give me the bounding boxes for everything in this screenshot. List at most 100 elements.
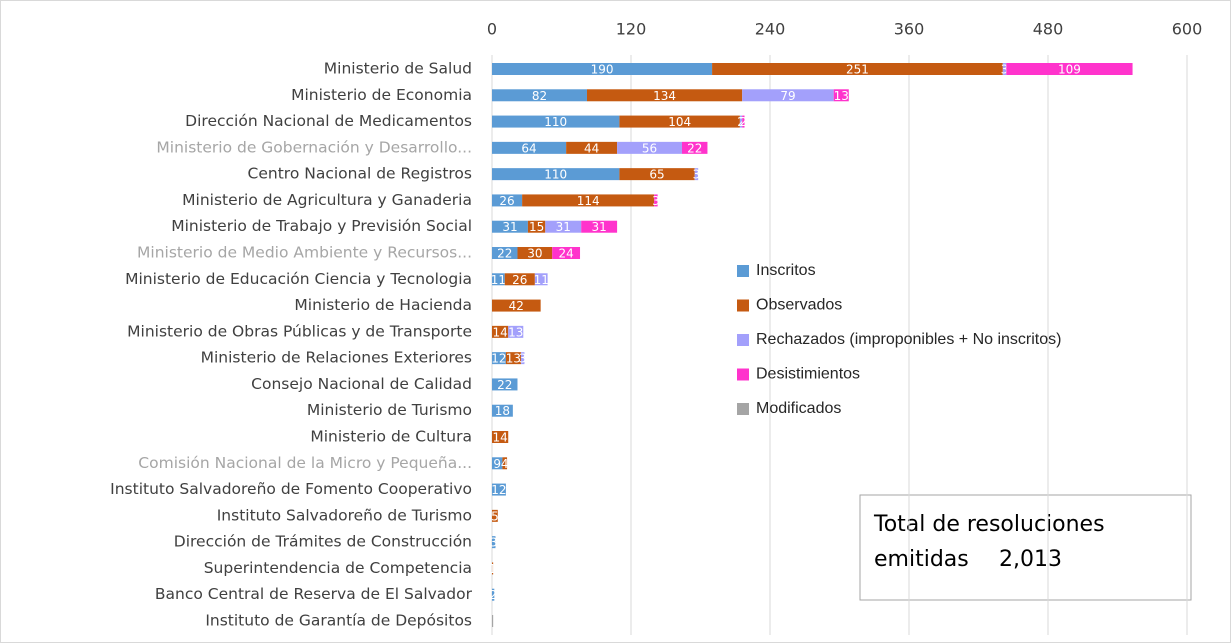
category-label: Centro Nacional de Registros — [248, 165, 472, 183]
data-label: 13 — [508, 325, 523, 339]
bar-segment — [681, 141, 708, 154]
data-label: 12 — [491, 483, 506, 497]
bar-segment — [492, 273, 505, 286]
bar-segment — [492, 194, 523, 207]
data-label: 22 — [497, 247, 512, 261]
x-tick-label: 600 — [1172, 20, 1203, 39]
legend-swatch — [737, 334, 749, 346]
bar-segment — [492, 115, 620, 128]
data-label: 2 — [489, 588, 497, 602]
data-label: 3 — [652, 194, 660, 208]
bar-segment — [492, 168, 620, 181]
bar-segment — [492, 457, 503, 470]
legend-label: Observados — [756, 297, 842, 314]
bar-segment — [492, 89, 587, 102]
category-label: Instituto Salvadoreño de Turismo — [217, 506, 472, 524]
bar-segment — [492, 404, 513, 417]
bar-segment — [617, 141, 682, 154]
data-label: 30 — [527, 247, 542, 261]
data-label: 13 — [834, 89, 849, 103]
bar-segment — [492, 378, 518, 391]
data-label: 18 — [495, 404, 510, 418]
bar-segment — [1002, 63, 1007, 75]
data-label: 15 — [529, 220, 544, 234]
bar-segment — [492, 483, 506, 496]
bar-segment — [508, 325, 524, 338]
data-label: 3 — [490, 536, 498, 550]
data-label: 4 — [501, 457, 509, 471]
bar-segment — [619, 115, 740, 128]
data-label: 14 — [492, 325, 507, 339]
bar-segment — [534, 273, 548, 286]
bar-segment — [492, 562, 494, 575]
category-label: Ministerio de Hacienda — [294, 296, 472, 314]
legend-swatch — [737, 265, 749, 277]
data-label: 251 — [846, 63, 869, 77]
bar-segment — [492, 299, 541, 312]
category-label: Instituto de Garantía de Depósitos — [205, 612, 472, 630]
data-label: 190 — [591, 63, 614, 77]
data-label: 11 — [491, 273, 506, 287]
data-label: 9 — [493, 457, 501, 471]
category-label: Consejo Nacional de Calidad — [251, 375, 472, 393]
bar-segment — [502, 457, 508, 470]
bar-segment — [742, 89, 834, 102]
data-label: 44 — [584, 141, 599, 155]
category-label: Dirección de Trámites de Construcción — [174, 533, 472, 551]
category-label: Banco Central de Reserva de El Salvador — [155, 585, 473, 603]
bar-segment — [492, 509, 498, 522]
bar-segment — [492, 352, 506, 365]
bar-segment — [505, 352, 521, 365]
legend-label: Desistimientos — [756, 366, 860, 383]
bar-segment — [492, 615, 494, 627]
legend-label: Modificados — [756, 400, 841, 417]
bar-segment — [586, 89, 743, 102]
data-label: 42 — [509, 299, 524, 313]
data-label: 134 — [653, 89, 676, 103]
bar-segment — [1006, 63, 1133, 75]
data-label: 5 — [491, 509, 499, 523]
bar-segment — [520, 352, 525, 365]
bar-segment — [654, 194, 658, 207]
bar-segment — [739, 115, 743, 128]
bar-segment — [694, 168, 699, 181]
annotation-box — [859, 494, 1192, 601]
category-label: Comisión Nacional de la Micro y Pequeña.… — [138, 454, 472, 472]
x-tick-label: 0 — [487, 20, 497, 39]
legend-swatch — [737, 299, 749, 312]
data-label: 22 — [687, 141, 702, 155]
category-label: Ministerio de Obras Públicas y de Transp… — [127, 322, 472, 340]
annotation-value: 2,013 — [999, 547, 1062, 572]
category-label: Ministerio de Salud — [324, 60, 472, 78]
bar-segment — [545, 220, 582, 233]
bar-segment — [527, 220, 546, 233]
data-label: 104 — [668, 115, 691, 129]
bar-segment — [742, 115, 745, 128]
bar-segment — [833, 89, 849, 102]
legend-label: Rechazados (improponibles + No inscritos… — [756, 331, 1061, 348]
bar-segment — [504, 273, 535, 286]
bar-segment — [712, 63, 1003, 75]
bar-segment — [552, 247, 581, 259]
data-label: 110 — [544, 115, 567, 129]
category-label: Superintendencia de Competencia — [204, 559, 472, 577]
data-label: 26 — [499, 194, 514, 208]
category-label: Ministerio de Gobernación y Desarrollo..… — [156, 138, 472, 156]
data-label: 1 — [489, 562, 497, 576]
data-label: 82 — [532, 89, 547, 103]
category-label: Instituto Salvadoreño de Fomento Coopera… — [110, 480, 472, 498]
x-tick-label: 240 — [755, 20, 786, 39]
data-label: 2 — [740, 115, 748, 129]
data-label: 64 — [521, 141, 536, 155]
data-label: 31 — [592, 220, 607, 234]
category-label: Ministerio de Cultura — [310, 428, 472, 446]
data-label: 114 — [577, 194, 600, 208]
data-label: 13 — [506, 352, 521, 366]
bar-segment — [492, 63, 713, 75]
data-label: 3 — [519, 352, 527, 366]
legend-label: Inscritos — [756, 262, 816, 279]
legend-swatch — [737, 403, 749, 415]
data-label: 79 — [780, 89, 795, 103]
data-label: 12 — [491, 352, 506, 366]
category-label: Ministerio de Trabajo y Previsión Social — [171, 217, 472, 235]
